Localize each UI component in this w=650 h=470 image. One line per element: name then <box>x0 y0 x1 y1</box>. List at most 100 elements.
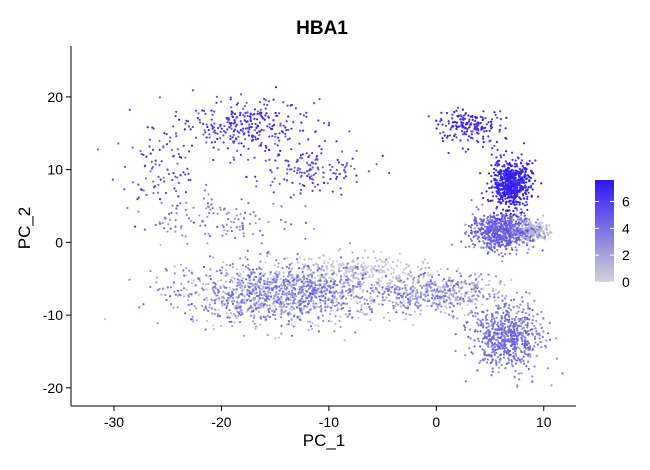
data-point <box>216 315 219 318</box>
data-point <box>550 384 553 387</box>
data-point <box>297 291 300 294</box>
data-point <box>262 315 265 318</box>
data-point <box>238 321 242 324</box>
data-point <box>190 144 194 147</box>
data-point <box>537 223 541 226</box>
data-point <box>111 178 114 181</box>
data-point <box>545 227 548 230</box>
data-point <box>318 145 321 148</box>
data-point <box>174 115 177 118</box>
data-point <box>205 141 208 144</box>
data-point <box>482 137 485 140</box>
data-point <box>497 221 500 224</box>
data-point <box>276 275 280 278</box>
data-point <box>307 163 310 166</box>
data-point <box>399 301 402 304</box>
data-point <box>346 302 349 305</box>
data-point <box>387 294 391 297</box>
data-point <box>195 307 198 310</box>
data-point <box>515 354 518 358</box>
data-point <box>304 304 307 308</box>
data-point <box>323 262 326 265</box>
data-point <box>275 278 278 281</box>
data-point <box>260 294 263 297</box>
data-point <box>457 125 460 128</box>
data-point <box>481 145 484 148</box>
data-point <box>273 177 276 180</box>
data-point <box>513 298 516 301</box>
data-point <box>374 286 378 290</box>
data-point <box>235 291 238 294</box>
data-point <box>541 335 544 339</box>
data-point <box>488 279 491 283</box>
data-point <box>376 283 379 286</box>
data-point <box>524 189 528 192</box>
data-point <box>246 290 249 293</box>
data-point <box>371 289 374 292</box>
data-point <box>531 328 534 331</box>
data-point <box>313 276 316 279</box>
data-point <box>526 195 529 198</box>
data-point <box>493 167 496 170</box>
data-point <box>173 290 176 293</box>
data-point <box>228 316 231 319</box>
data-point <box>246 258 249 261</box>
data-point <box>285 280 288 283</box>
data-point <box>459 287 462 290</box>
data-point <box>226 128 229 131</box>
data-point <box>332 260 335 263</box>
data-point <box>488 238 491 241</box>
data-point <box>283 257 286 260</box>
data-point <box>481 118 484 121</box>
data-point <box>215 298 218 301</box>
data-point <box>263 97 266 100</box>
data-point <box>207 128 210 132</box>
data-point <box>256 124 260 128</box>
data-point <box>201 304 204 308</box>
data-point <box>462 118 465 121</box>
data-point <box>349 309 352 312</box>
data-point <box>489 361 492 365</box>
data-point <box>207 282 210 285</box>
data-point <box>205 136 208 139</box>
data-point <box>335 140 338 143</box>
data-point <box>253 316 256 319</box>
data-point <box>478 361 481 364</box>
data-point <box>523 142 526 145</box>
data-point <box>282 271 285 274</box>
data-point <box>399 305 402 308</box>
data-point <box>221 304 224 307</box>
data-point <box>494 244 497 247</box>
data-point <box>534 179 537 182</box>
data-point <box>500 212 503 215</box>
data-point <box>311 289 314 292</box>
data-point <box>270 127 273 130</box>
data-point <box>248 128 251 131</box>
data-point <box>493 342 497 345</box>
data-point <box>506 242 509 245</box>
data-point <box>516 226 519 229</box>
data-point <box>362 261 365 264</box>
data-point <box>357 296 360 299</box>
data-point <box>510 192 513 196</box>
data-point <box>300 280 303 283</box>
data-point <box>254 296 257 300</box>
data-point <box>383 271 386 274</box>
data-point <box>273 304 277 308</box>
data-point <box>178 293 181 296</box>
data-point <box>273 264 277 267</box>
data-point <box>509 196 512 199</box>
data-point <box>333 296 336 300</box>
data-point <box>227 218 230 221</box>
data-point <box>485 297 489 301</box>
data-point <box>501 255 504 258</box>
data-point <box>187 303 190 306</box>
data-point <box>493 220 496 223</box>
data-point <box>535 319 538 323</box>
data-point <box>320 289 323 292</box>
data-point <box>240 142 243 145</box>
data-point <box>292 121 295 124</box>
data-point <box>509 328 512 331</box>
data-point <box>242 107 245 110</box>
data-point <box>336 309 339 312</box>
